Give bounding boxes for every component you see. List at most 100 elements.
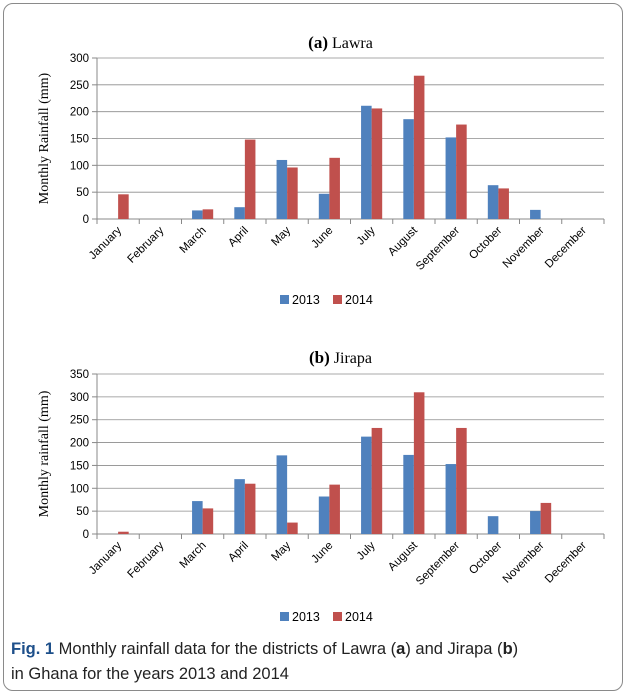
caption-panel-b: b: [502, 640, 513, 658]
bar-2014-june: [329, 157, 340, 219]
chart-panel-a: (a) Lawra 0 50 100 150 200 250 300 Monthly Rainf…: [37, 33, 605, 307]
bar-2013-july: [361, 436, 372, 534]
x-tick-label: January: [87, 539, 125, 577]
legend-swatch-2013: [280, 612, 289, 621]
chart-title-text: Jirapa: [330, 350, 372, 367]
bar-2013-may: [276, 455, 288, 534]
x-tick-label: May: [269, 539, 293, 563]
y-axis-label: Monthly Rainfall (mm): [37, 72, 52, 204]
bar-2013-august: [403, 119, 414, 219]
x-tick-label: August: [386, 224, 420, 258]
y-axis-label: Monthly rainfall (mm): [37, 390, 52, 517]
bar-2013-november: [530, 209, 541, 219]
chart-title: (b) Jirapa: [309, 348, 372, 367]
bar-2014-november: [540, 502, 552, 534]
bar-2013-october: [487, 516, 499, 534]
y-tick-label: 300: [70, 392, 89, 404]
legend-label-2014: 2014: [345, 610, 373, 624]
x-tick-label: October: [467, 225, 505, 263]
x-tick-label: July: [355, 539, 378, 562]
bar-2014-january: [118, 194, 129, 219]
x-tick-label: December: [543, 225, 589, 271]
chart-title-letter: (a): [308, 33, 328, 52]
bar-2014-september: [456, 427, 467, 534]
x-tick-label: June: [309, 225, 335, 251]
x-tick-label: February: [125, 224, 166, 265]
bar-2014-march: [202, 508, 214, 534]
legend-label-2014: 2014: [345, 293, 373, 307]
bar-2014-june: [329, 484, 340, 534]
bar-2013-october: [487, 185, 499, 219]
caption-text-1: Monthly rainfall data for the districts …: [54, 640, 397, 658]
x-tick-label: December: [543, 540, 589, 586]
y-tick-label: 350: [70, 369, 89, 381]
bar-2013-may: [276, 159, 288, 219]
bar-2013-november: [530, 511, 541, 534]
bar-2014-july: [371, 427, 383, 534]
y-tick-label: 250: [70, 80, 89, 92]
bar-2014-august: [413, 75, 425, 220]
bar-2013-april: [234, 479, 245, 534]
bar-2014-april: [244, 483, 256, 534]
x-tick-label: January: [87, 224, 125, 262]
bar-2014-may: [287, 167, 298, 219]
y-tick-label: 50: [76, 187, 89, 199]
x-tick-label: October: [467, 540, 505, 578]
bar-2013-june: [318, 496, 330, 534]
y-tick-label: 100: [70, 160, 89, 172]
bar-2014-may: [287, 522, 298, 534]
caption-text-2: ) and Jirapa (: [405, 640, 503, 658]
x-tick-label: April: [226, 540, 251, 565]
x-tick-label: July: [355, 224, 378, 247]
y-tick-label: 0: [83, 214, 89, 226]
bar-2013-july: [361, 105, 372, 219]
y-tick-label: 100: [70, 483, 89, 495]
bar-2014-july: [371, 108, 383, 219]
x-tick-label: November: [501, 540, 547, 586]
caption-line-1: Fig. 1 Monthly rainfall data for the dis…: [11, 637, 621, 662]
legend-swatch-2013: [280, 295, 289, 304]
bar-2014-august: [413, 392, 425, 534]
bar-2013-april: [234, 207, 245, 219]
legend-label-2013: 2013: [292, 293, 320, 307]
chart-title-text: Lawra: [328, 35, 373, 52]
bar-2013-september: [445, 464, 457, 534]
x-tick-label: March: [178, 225, 209, 256]
chart-panel-b: (b) Jirapa 0 50 100 150 200 250 300 350 Monthly r…: [37, 348, 605, 624]
y-tick-label: 250: [70, 415, 89, 427]
x-tick-label: September: [414, 225, 462, 273]
y-tick-label: 50: [76, 506, 89, 518]
bar-2014-october: [498, 188, 509, 219]
bar-2013-march: [192, 501, 203, 534]
x-tick-label: March: [178, 540, 209, 571]
caption-figure-label: Fig. 1: [11, 640, 55, 658]
bar-2013-june: [318, 193, 330, 219]
x-tick-label: April: [226, 225, 251, 250]
y-tick-label: 200: [70, 438, 89, 450]
figure-frame: [3, 3, 623, 691]
bar-2014-march: [202, 209, 214, 219]
x-tick-label: November: [501, 225, 547, 271]
x-tick-label: August: [386, 539, 420, 573]
legend-swatch-2014: [333, 295, 342, 304]
bar-2014-april: [244, 139, 256, 219]
legend-swatch-2014: [333, 612, 342, 621]
bar-2014-january: [118, 531, 129, 534]
bar-2014-september: [456, 124, 467, 219]
y-tick-label: 300: [70, 53, 89, 65]
x-tick-label: June: [309, 540, 335, 566]
y-tick-label: 150: [70, 460, 89, 472]
bar-2013-august: [403, 454, 414, 534]
y-tick-label: 200: [70, 107, 89, 119]
caption-text-3: ): [512, 640, 519, 658]
x-tick-label: February: [125, 539, 166, 580]
y-tick-label: 150: [70, 134, 89, 146]
chart-title: (a) Lawra: [308, 33, 373, 52]
y-tick-label: 0: [83, 529, 89, 541]
caption-line-2: in Ghana for the years 2013 and 2014: [11, 665, 289, 683]
x-tick-label: May: [269, 224, 293, 248]
legend-label-2013: 2013: [292, 610, 320, 624]
bar-2013-september: [445, 137, 457, 219]
x-tick-label: September: [414, 540, 462, 588]
